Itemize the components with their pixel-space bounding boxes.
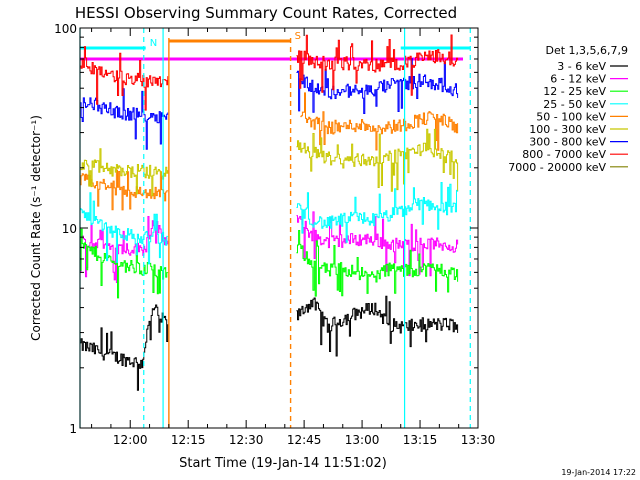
legend-label: 300 - 800 keV <box>529 136 606 149</box>
legend-label: 50 - 100 keV <box>536 110 606 123</box>
legend-label: 100 - 300 keV <box>529 123 606 136</box>
series-line <box>80 228 169 299</box>
series-line <box>296 58 459 114</box>
x-axis-label: Start Time (19-Jan-14 11:51:02) <box>179 456 387 471</box>
series-line <box>296 34 459 96</box>
legend-label: 800 - 7000 keV <box>522 148 606 161</box>
series-line <box>296 182 459 243</box>
legend-label: 25 - 50 keV <box>543 98 606 111</box>
series-line <box>296 128 459 192</box>
series-line <box>80 169 169 211</box>
x-tick-label: 12:00 <box>113 433 148 447</box>
x-tick-label: 13:00 <box>345 433 380 447</box>
x-tick-label: 12:45 <box>287 433 322 447</box>
legend-label: 3 - 6 keV <box>557 60 606 73</box>
x-tick-label: 12:15 <box>171 433 206 447</box>
legend-title: Det 1,3,5,6,7,9 <box>545 44 628 57</box>
series-line <box>80 148 169 197</box>
series-line <box>296 230 459 297</box>
series-line <box>296 211 459 277</box>
flag-label: N <box>150 38 157 49</box>
series-line <box>80 304 169 391</box>
x-tick-label: 12:30 <box>229 433 264 447</box>
x-tick-label: 13:15 <box>403 433 438 447</box>
legend-label: 6 - 12 keV <box>550 73 606 86</box>
x-tick-label: 13:30 <box>461 433 496 447</box>
y-tick-label: 100 <box>54 22 77 36</box>
series-line <box>300 92 459 151</box>
date-stamp: 19-Jan-2014 17:22 <box>561 468 636 477</box>
y-tick-label: 10 <box>62 222 77 236</box>
series-line <box>80 88 169 150</box>
legend-label: 12 - 25 keV <box>543 85 606 98</box>
legend-label: 7000 - 20000 keV <box>508 161 606 174</box>
series-line <box>80 192 169 265</box>
chart-title: HESSI Observing Summary Count Rates, Cor… <box>75 4 457 22</box>
series-line <box>80 46 169 111</box>
y-axis-label: Corrected Count Rate (s⁻¹ detector⁻¹) <box>29 115 43 341</box>
series-line <box>296 295 459 357</box>
flag-label: S <box>295 31 301 42</box>
y-tick-label: 1 <box>69 422 77 436</box>
